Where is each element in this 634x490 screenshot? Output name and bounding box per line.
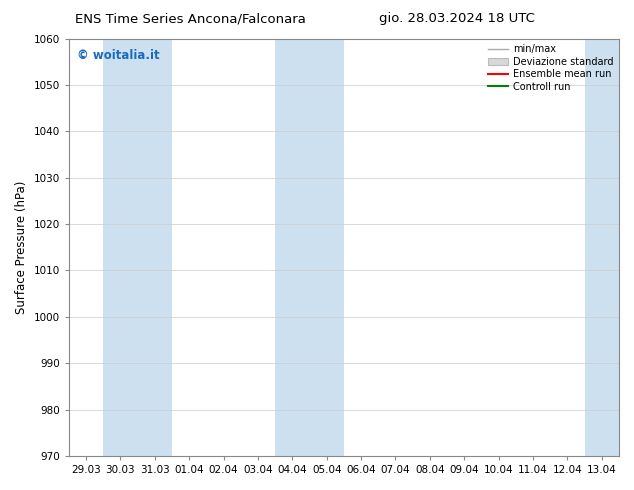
Text: gio. 28.03.2024 18 UTC: gio. 28.03.2024 18 UTC xyxy=(378,12,534,25)
Text: ENS Time Series Ancona/Falconara: ENS Time Series Ancona/Falconara xyxy=(75,12,306,25)
Bar xyxy=(275,39,344,456)
Text: © woitalia.it: © woitalia.it xyxy=(77,49,160,62)
Bar xyxy=(585,39,634,456)
Legend: min/max, Deviazione standard, Ensemble mean run, Controll run: min/max, Deviazione standard, Ensemble m… xyxy=(486,42,616,95)
Y-axis label: Surface Pressure (hPa): Surface Pressure (hPa) xyxy=(15,181,28,314)
Bar xyxy=(103,39,172,456)
